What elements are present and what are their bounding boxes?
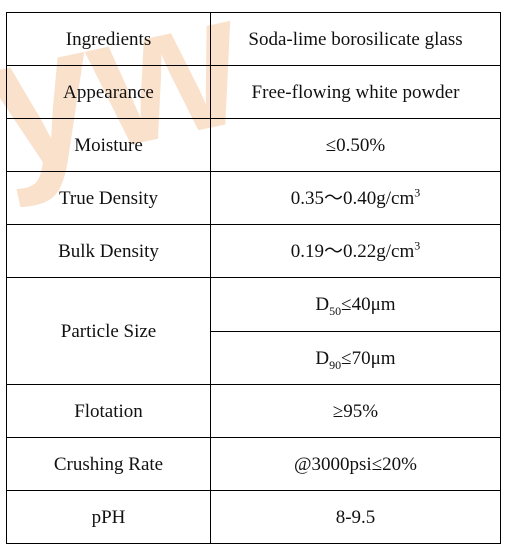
cell-value: @3000psi≤20% (211, 438, 501, 491)
specification-table: Ingredients Soda-lime borosilicate glass… (6, 12, 501, 544)
cell-label: Crushing Rate (7, 438, 211, 491)
cell-label: Appearance (7, 66, 211, 119)
cell-value: ≤0.50% (211, 119, 501, 172)
cell-label: pPH (7, 491, 211, 544)
value-superscript: 3 (414, 238, 420, 252)
table-row-ingredients: Ingredients Soda-lime borosilicate glass (7, 13, 501, 66)
table-row-appearance: Appearance Free-flowing white powder (7, 66, 501, 119)
cell-label: Particle Size (7, 278, 211, 385)
value-superscript: 3 (414, 185, 420, 199)
value-text: 0.19～0.22g/cm (291, 241, 415, 262)
table-row-moisture: Moisture ≤0.50% (7, 119, 501, 172)
cell-label: Ingredients (7, 13, 211, 66)
table-row-true-density: True Density 0.35～0.40g/cm3 (7, 172, 501, 225)
cell-label: True Density (7, 172, 211, 225)
value-prefix: D (315, 294, 329, 315)
value-text: ≤40μm (341, 294, 395, 315)
cell-value: D50≤40μm (211, 278, 501, 332)
cell-value: 8-9.5 (211, 491, 501, 544)
cell-value: ≥95% (211, 385, 501, 438)
value-prefix: D (315, 348, 329, 369)
value-subscript: 50 (329, 304, 341, 318)
value-text: 0.35～0.40g/cm (291, 188, 415, 209)
table-row-bulk-density: Bulk Density 0.19～0.22g/cm3 (7, 225, 501, 278)
table-row-crushing-rate: Crushing Rate @3000psi≤20% (7, 438, 501, 491)
cell-value: 0.19～0.22g/cm3 (211, 225, 501, 278)
cell-value: 0.35～0.40g/cm3 (211, 172, 501, 225)
cell-value: Free-flowing white powder (211, 66, 501, 119)
cell-value: D90≤70μm (211, 332, 501, 385)
value-text: ≤70μm (341, 348, 395, 369)
table-row-ph: pPH 8-9.5 (7, 491, 501, 544)
table-row-particle-size-d50: Particle Size D50≤40μm (7, 278, 501, 332)
cell-label: Bulk Density (7, 225, 211, 278)
value-subscript: 90 (329, 357, 341, 371)
cell-label: Flotation (7, 385, 211, 438)
cell-value: Soda-lime borosilicate glass (211, 13, 501, 66)
cell-label: Moisture (7, 119, 211, 172)
table-row-flotation: Flotation ≥95% (7, 385, 501, 438)
